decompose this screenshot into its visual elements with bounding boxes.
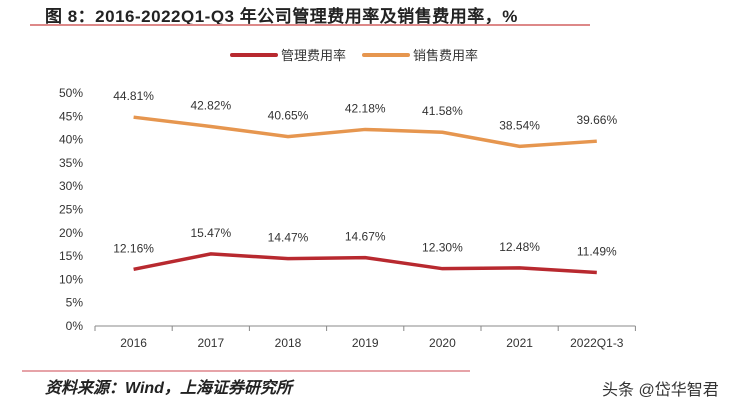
y-tick-label: 45% xyxy=(59,109,83,123)
data-label: 12.30% xyxy=(422,241,463,255)
data-label: 38.54% xyxy=(499,118,540,132)
y-tick-label: 5% xyxy=(66,296,84,310)
data-label: 15.47% xyxy=(190,226,231,240)
data-label: 41.58% xyxy=(422,104,463,118)
x-tick-label: 2017 xyxy=(197,336,224,350)
line-chart: 2016 2017 2018 2019 2020 2021 2022Q1-3 0% 5% 10% 1… xyxy=(59,48,636,350)
x-tick-label: 2020 xyxy=(429,336,456,350)
data-label: 44.81% xyxy=(113,89,154,103)
data-label: 12.16% xyxy=(113,241,154,255)
legend-label: 销售费用率 xyxy=(413,48,478,63)
data-label: 40.65% xyxy=(268,109,309,123)
y-tick-label: 0% xyxy=(66,319,84,333)
y-tick-label: 35% xyxy=(59,156,83,170)
x-tick-label: 2019 xyxy=(352,336,379,350)
x-tick-label: 2016 xyxy=(120,336,147,350)
y-tick-label: 50% xyxy=(59,86,83,100)
data-label: 14.67% xyxy=(345,230,386,244)
x-tick-label: 2021 xyxy=(506,336,533,350)
y-tick-label: 20% xyxy=(59,226,83,240)
source-note: 资料来源：Wind，上海证券研究所 xyxy=(45,380,292,397)
watermark: 头条 @岱华智君 xyxy=(602,382,719,399)
series-line xyxy=(133,252,597,275)
data-label: 12.48% xyxy=(499,240,540,254)
data-label: 14.47% xyxy=(268,231,309,245)
y-tick-label: 30% xyxy=(59,179,83,193)
data-label: 11.49% xyxy=(577,244,617,258)
x-tick-label: 2022Q1-3 xyxy=(570,336,624,350)
y-tick-label: 10% xyxy=(59,272,83,286)
source-divider xyxy=(22,370,470,372)
data-label: 42.18% xyxy=(345,101,386,115)
y-tick-label: 40% xyxy=(59,133,83,147)
chart-title: 图 8：2016-2022Q1-Q3 年公司管理费用率及销售费用率，% xyxy=(45,7,518,26)
title-divider xyxy=(30,24,590,26)
legend-label: 管理费用率 xyxy=(281,48,346,63)
x-tick-label: 2018 xyxy=(275,336,302,350)
data-label: 42.82% xyxy=(190,98,231,112)
data-label: 39.66% xyxy=(576,113,617,127)
y-tick-label: 15% xyxy=(59,249,83,263)
y-tick-label: 25% xyxy=(59,203,83,217)
